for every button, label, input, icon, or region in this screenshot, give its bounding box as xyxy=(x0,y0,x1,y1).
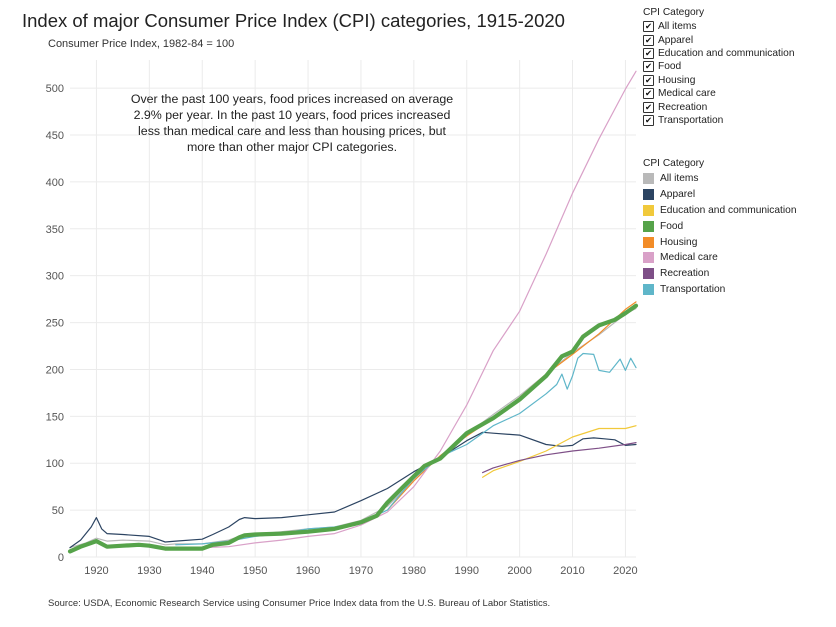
legend-item-all-items: All items xyxy=(643,171,796,187)
checkbox[interactable]: ✔ xyxy=(643,101,654,113)
y-tick-label: 100 xyxy=(46,458,64,470)
legend-label: All items xyxy=(660,173,699,185)
checkbox[interactable]: ✔ xyxy=(643,74,654,86)
x-tick-label: 1960 xyxy=(296,565,320,577)
filter-item-label: Transportation xyxy=(658,114,724,126)
filter-item-medical-care[interactable]: ✔ Medical care xyxy=(643,87,794,100)
series-line-transportation xyxy=(175,352,637,546)
legend-label: Education and communication xyxy=(660,204,797,216)
legend-item-recreation: Recreation xyxy=(643,266,796,282)
legend-label: Transportation xyxy=(660,283,726,295)
filter-items: ✔ All items ✔ Apparel ✔ Education and communi… xyxy=(643,20,794,127)
source-note: Source: USDA, Economic Research Service … xyxy=(48,598,551,609)
checkbox[interactable]: ✔ xyxy=(643,61,654,73)
chart-series xyxy=(67,70,639,554)
series-line-recreation xyxy=(482,442,637,474)
chart-title: Index of major Consumer Price Index (CPI… xyxy=(22,10,565,31)
x-tick-label: 1930 xyxy=(137,565,161,577)
legend-swatch xyxy=(643,283,654,295)
filter-item-label: Medical care xyxy=(658,88,716,100)
legend-item-apparel: Apparel xyxy=(643,187,796,203)
line-chart: 0 50 100 150 200 250 300 350 400 450 500 1920 1930 19… xyxy=(46,60,639,577)
y-tick-label: 300 xyxy=(46,271,64,283)
filter-item-all-items[interactable]: ✔ All items xyxy=(643,20,794,33)
legend-swatch xyxy=(643,189,654,201)
filter-item-food[interactable]: ✔ Food xyxy=(643,60,794,73)
filter-item-label: Housing xyxy=(658,74,696,86)
y-tick-label: 450 xyxy=(46,130,64,142)
legend-swatch xyxy=(643,204,654,216)
x-tick-label: 2000 xyxy=(507,565,531,577)
legend-swatch xyxy=(643,268,654,280)
y-tick-label: 200 xyxy=(46,364,64,376)
filter-item-label: Apparel xyxy=(658,34,694,46)
x-tick-label: 1980 xyxy=(402,565,426,577)
legend-item-food: Food xyxy=(643,218,796,234)
legend-item-medical-care: Medical care xyxy=(643,250,796,266)
x-tick-label: 1940 xyxy=(190,565,214,577)
legend-item-education-and-communication: Education and communication xyxy=(643,203,796,219)
y-tick-label: 0 xyxy=(58,552,64,564)
category-filter-legend: CPI Category ✔ All items ✔ Apparel ✔ Educatio… xyxy=(643,7,794,127)
x-tick-label: 1920 xyxy=(84,565,108,577)
filter-item-label: Education and communication xyxy=(658,47,795,59)
legend-swatch xyxy=(643,173,654,185)
x-tick-label: 1950 xyxy=(243,565,267,577)
filter-item-label: Recreation xyxy=(658,101,708,113)
filter-item-transportation[interactable]: ✔ Transportation xyxy=(643,114,794,127)
chart-tick-labels: 0 50 100 150 200 250 300 350 400 450 500 1920 1930 19… xyxy=(46,83,638,577)
legend-swatch xyxy=(643,252,654,264)
filter-item-label: Food xyxy=(658,61,682,73)
checkbox[interactable]: ✔ xyxy=(643,34,654,46)
series-line-food xyxy=(67,303,639,554)
legend-label: Apparel xyxy=(660,189,696,201)
checkbox[interactable]: ✔ xyxy=(643,47,654,59)
checkbox[interactable]: ✔ xyxy=(643,88,654,100)
series-line-apparel xyxy=(69,431,637,549)
legend-label: Food xyxy=(660,220,684,232)
y-tick-label: 150 xyxy=(46,411,64,423)
filter-item-apparel[interactable]: ✔ Apparel xyxy=(643,33,794,46)
legend-swatch xyxy=(643,236,654,248)
color-items: All items Apparel Education and communicat… xyxy=(643,171,796,297)
y-tick-label: 50 xyxy=(52,505,64,517)
y-tick-label: 250 xyxy=(46,318,64,330)
chart-grid xyxy=(70,60,636,558)
series-line-education-and-communication xyxy=(482,425,637,478)
x-tick-label: 1990 xyxy=(454,565,478,577)
filter-item-label: All items xyxy=(658,21,697,33)
filter-item-housing[interactable]: ✔ Housing xyxy=(643,74,794,87)
category-color-legend: CPI Category All items Apparel Education a… xyxy=(643,158,796,297)
legend-item-housing: Housing xyxy=(643,234,796,250)
color-legend-title: CPI Category xyxy=(643,158,705,169)
legend-label: Housing xyxy=(660,236,698,248)
filter-legend-title: CPI Category xyxy=(643,7,705,18)
y-tick-label: 350 xyxy=(46,224,64,236)
x-tick-label: 1970 xyxy=(349,565,373,577)
filter-item-recreation[interactable]: ✔ Recreation xyxy=(643,100,794,113)
checkbox[interactable]: ✔ xyxy=(643,114,654,126)
legend-item-transportation: Transportation xyxy=(643,282,796,298)
legend-swatch xyxy=(643,220,654,232)
legend-label: Medical care xyxy=(660,252,718,264)
x-tick-label: 2010 xyxy=(560,565,584,577)
y-tick-label: 500 xyxy=(46,83,64,95)
series-line-all-items xyxy=(69,307,637,549)
x-tick-label: 2020 xyxy=(613,565,637,577)
checkbox[interactable]: ✔ xyxy=(643,21,654,33)
legend-label: Recreation xyxy=(660,268,710,280)
filter-item-education-and-communication[interactable]: ✔ Education and communication xyxy=(643,47,794,60)
chart-subtitle: Consumer Price Index, 1982-84 = 100 xyxy=(48,38,235,50)
series-line-medical-care xyxy=(175,70,637,549)
chart-annotation: Over the past 100 years, food prices inc… xyxy=(130,92,454,154)
y-tick-label: 400 xyxy=(46,177,64,189)
